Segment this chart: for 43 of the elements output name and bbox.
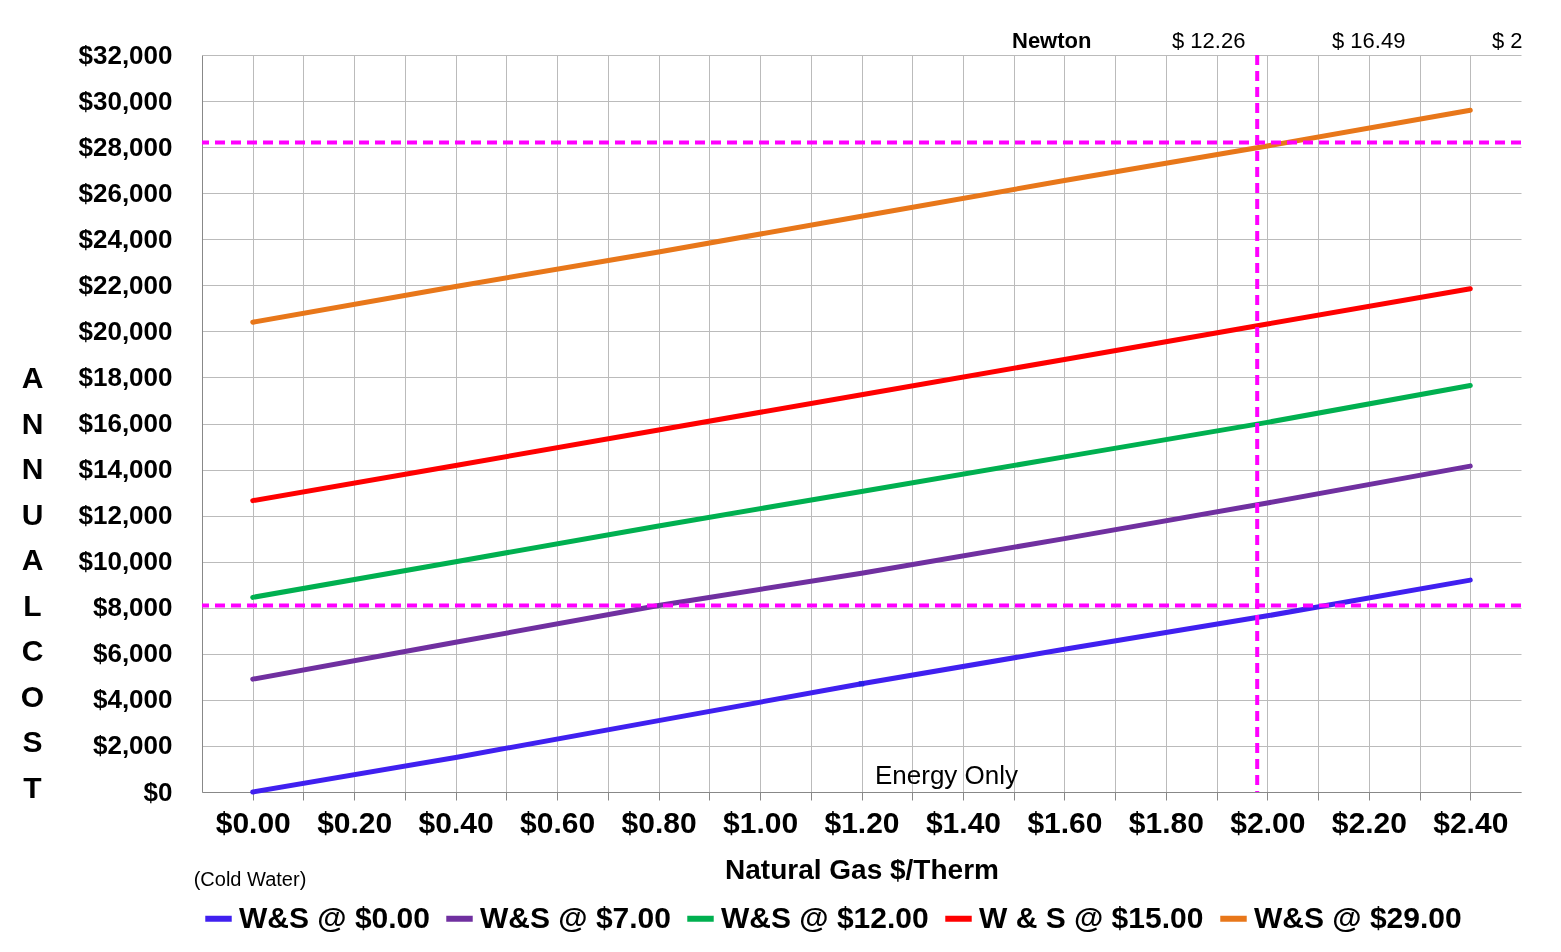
text: $ 12.26 — [1172, 28, 1246, 53]
y-tick-label: $28,000 — [78, 131, 173, 162]
y-tick-label: $12,000 — [78, 500, 173, 531]
x-tick-label: $1.80 — [1128, 805, 1204, 839]
y-tick-label: $18,000 — [78, 361, 173, 392]
annotation: Energy Only — [874, 759, 1019, 790]
x-tick-label: $2.00 — [1230, 805, 1306, 839]
legend-label: W&S @ $7.00 — [480, 900, 671, 934]
x-tick-label: $0.60 — [520, 805, 596, 839]
y-tick-label: $0 — [143, 776, 173, 807]
y-tick-label: $2,000 — [92, 730, 173, 761]
y-tick-label: $22,000 — [78, 269, 173, 300]
y-tick-label: $24,000 — [78, 223, 173, 254]
y-tick-label: $8,000 — [92, 592, 173, 623]
y-tick-label: $32,000 — [78, 39, 173, 70]
x-tick-label: $1.20 — [824, 805, 900, 839]
text: ANNUAL COST — [20, 361, 45, 804]
x-tick-label: $2.40 — [1433, 805, 1509, 839]
y-tick-label: $4,000 — [92, 684, 173, 715]
x-tick-label: $0.20 — [317, 805, 393, 839]
x-tick-label: $2.20 — [1331, 805, 1407, 839]
x-tick-label: $1.60 — [1027, 805, 1103, 839]
text: $ 16.49 — [1332, 28, 1406, 53]
legend-label: W & S @ $15.00 — [979, 900, 1204, 934]
y-tick-label: $14,000 — [78, 454, 173, 485]
x-tick-label: $0.00 — [215, 805, 291, 839]
text: Newton — [1012, 28, 1092, 53]
y-tick-label: $16,000 — [78, 408, 173, 438]
y-tick-label: $6,000 — [92, 638, 173, 669]
x-tick-label: $1.40 — [925, 805, 1001, 839]
y-tick-label: $10,000 — [78, 546, 173, 577]
y-tick-label: $26,000 — [78, 177, 173, 208]
y-tick-label: $20,000 — [78, 315, 173, 346]
x-tick-label: $0.80 — [621, 805, 697, 839]
legend-label: W&S @ $29.00 — [1254, 900, 1462, 934]
legend-label: W&S @ $12.00 — [721, 900, 929, 934]
legend-label: W&S @ $0.00 — [239, 900, 430, 934]
x-tick-label: $1.00 — [723, 805, 799, 839]
x-tick-label: $0.40 — [418, 805, 494, 839]
text: $ 2 — [1492, 28, 1523, 53]
x-axis-title: Natural Gas $/Therm — [725, 853, 999, 885]
text: (Cold Water) — [193, 868, 307, 890]
y-tick-label: $30,000 — [78, 85, 173, 116]
